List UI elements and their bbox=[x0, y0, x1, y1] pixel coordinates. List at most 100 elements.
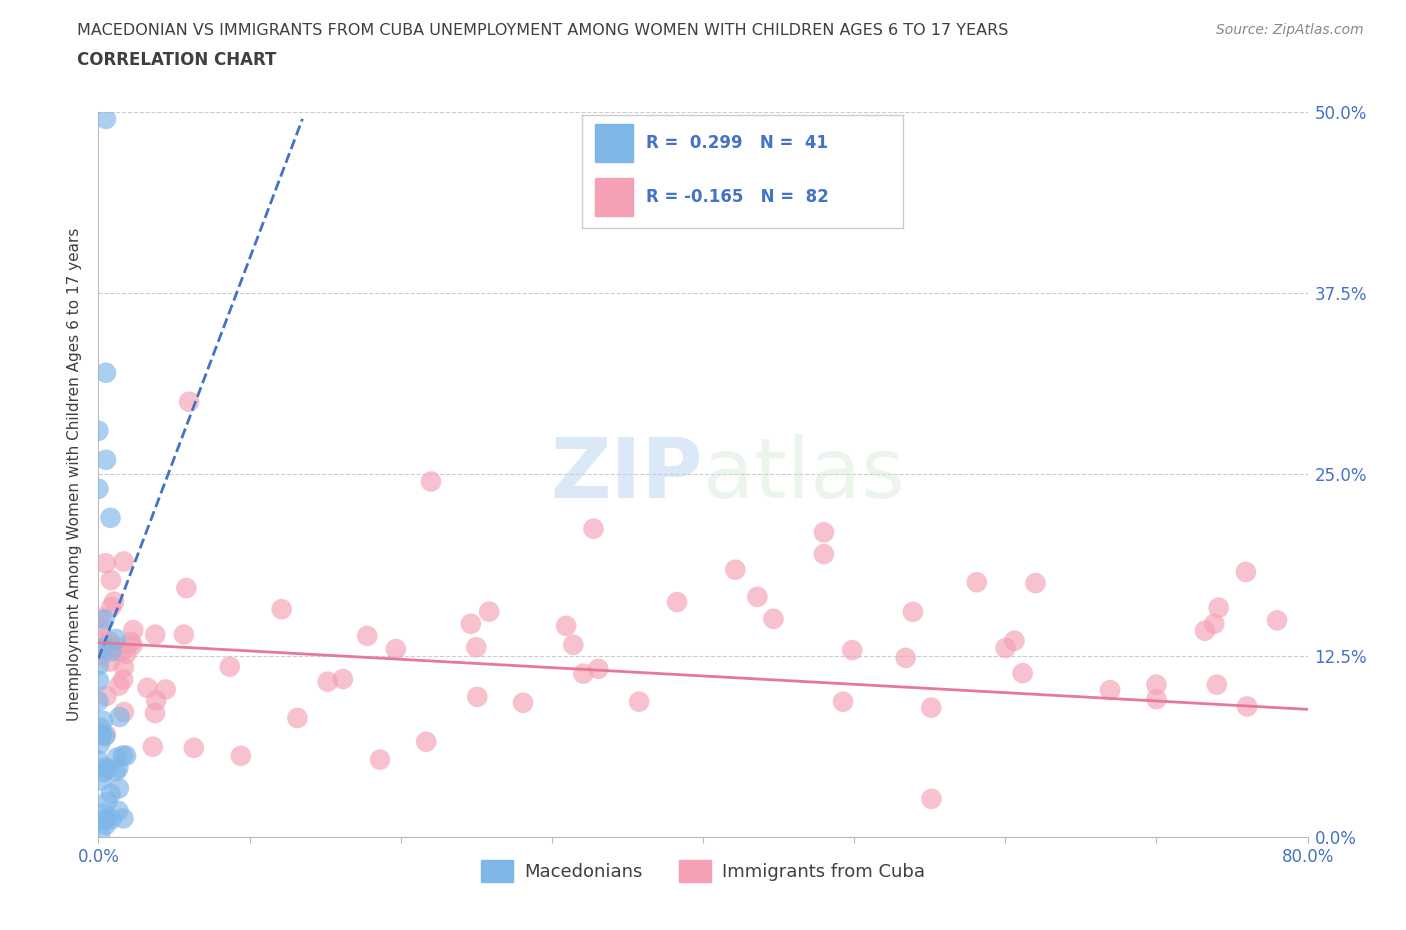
Point bbox=[813, 525, 835, 539]
Point bbox=[229, 749, 252, 764]
Point bbox=[920, 700, 942, 715]
Point bbox=[112, 660, 135, 675]
Point bbox=[1024, 576, 1046, 591]
Point bbox=[94, 812, 117, 827]
Text: CORRELATION CHART: CORRELATION CHART bbox=[77, 51, 277, 69]
Point bbox=[90, 610, 112, 625]
Point bbox=[94, 727, 117, 742]
Point bbox=[104, 764, 127, 778]
Point bbox=[356, 629, 378, 644]
Point bbox=[724, 563, 747, 578]
Point bbox=[108, 781, 131, 796]
Point bbox=[832, 694, 855, 709]
Point bbox=[218, 659, 240, 674]
Point bbox=[89, 826, 111, 841]
Point bbox=[562, 637, 585, 652]
Point bbox=[143, 627, 166, 642]
Text: atlas: atlas bbox=[703, 433, 904, 515]
Text: MACEDONIAN VS IMMIGRANTS FROM CUBA UNEMPLOYMENT AMONG WOMEN WITH CHILDREN AGES 6: MACEDONIAN VS IMMIGRANTS FROM CUBA UNEMP… bbox=[77, 23, 1008, 38]
Point bbox=[94, 760, 117, 775]
Point bbox=[87, 482, 110, 497]
Point bbox=[100, 812, 122, 827]
Point bbox=[420, 474, 443, 489]
Point bbox=[93, 612, 115, 627]
Point bbox=[120, 634, 142, 649]
Point bbox=[110, 644, 132, 659]
Point bbox=[1011, 666, 1033, 681]
Point bbox=[1204, 617, 1226, 631]
Point bbox=[1004, 633, 1026, 648]
Point bbox=[87, 753, 110, 768]
Point bbox=[1194, 623, 1216, 638]
Point bbox=[920, 791, 942, 806]
Point bbox=[100, 511, 122, 525]
Point bbox=[103, 594, 125, 609]
Point bbox=[107, 761, 129, 776]
Y-axis label: Unemployment Among Women with Children Ages 6 to 17 years: Unemployment Among Women with Children A… bbox=[67, 228, 83, 721]
Point bbox=[582, 522, 605, 537]
Point bbox=[143, 706, 166, 721]
Point bbox=[87, 694, 110, 709]
Point bbox=[94, 112, 117, 126]
Point bbox=[385, 642, 408, 657]
Point bbox=[1206, 677, 1229, 692]
Point bbox=[415, 735, 437, 750]
Legend: Macedonians, Immigrants from Cuba: Macedonians, Immigrants from Cuba bbox=[474, 853, 932, 890]
Point bbox=[100, 786, 122, 801]
Point bbox=[512, 696, 534, 711]
Point bbox=[901, 604, 924, 619]
Text: Source: ZipAtlas.com: Source: ZipAtlas.com bbox=[1216, 23, 1364, 37]
Point bbox=[100, 573, 122, 588]
Point bbox=[90, 727, 112, 742]
Point bbox=[87, 618, 110, 633]
Point bbox=[762, 611, 785, 626]
Point bbox=[173, 627, 195, 642]
Point bbox=[94, 729, 117, 744]
Point bbox=[89, 737, 111, 751]
Point bbox=[96, 794, 118, 809]
Point bbox=[90, 648, 112, 663]
Point bbox=[316, 674, 339, 689]
Point bbox=[666, 594, 689, 609]
Point bbox=[136, 681, 159, 696]
Text: ZIP: ZIP bbox=[551, 433, 703, 515]
Point bbox=[105, 751, 128, 765]
Point bbox=[108, 710, 131, 724]
Point bbox=[108, 678, 131, 693]
Point bbox=[460, 617, 482, 631]
Point bbox=[94, 452, 117, 467]
Point bbox=[588, 661, 610, 676]
Point bbox=[1144, 677, 1167, 692]
Point bbox=[111, 748, 134, 763]
Point bbox=[98, 633, 121, 648]
Point bbox=[115, 749, 138, 764]
Point bbox=[270, 602, 292, 617]
Point bbox=[91, 713, 114, 728]
Point bbox=[112, 705, 135, 720]
Point bbox=[572, 666, 595, 681]
Point bbox=[87, 423, 110, 438]
Point bbox=[183, 740, 205, 755]
Point bbox=[894, 650, 917, 665]
Point bbox=[98, 654, 121, 669]
Point bbox=[91, 632, 114, 647]
Point bbox=[122, 622, 145, 637]
Point bbox=[93, 813, 115, 828]
Point bbox=[179, 394, 201, 409]
Point bbox=[93, 764, 115, 779]
Point bbox=[87, 673, 110, 688]
Point bbox=[555, 618, 578, 633]
Point bbox=[465, 689, 488, 704]
Point bbox=[91, 806, 114, 821]
Point bbox=[1144, 692, 1167, 707]
Point bbox=[87, 658, 110, 672]
Point bbox=[1208, 600, 1230, 615]
Point bbox=[966, 575, 988, 590]
Point bbox=[100, 644, 122, 658]
Point bbox=[94, 556, 117, 571]
Point bbox=[89, 720, 111, 735]
Point bbox=[155, 682, 177, 697]
Point bbox=[121, 638, 143, 653]
Point bbox=[112, 811, 135, 826]
Point bbox=[747, 590, 769, 604]
